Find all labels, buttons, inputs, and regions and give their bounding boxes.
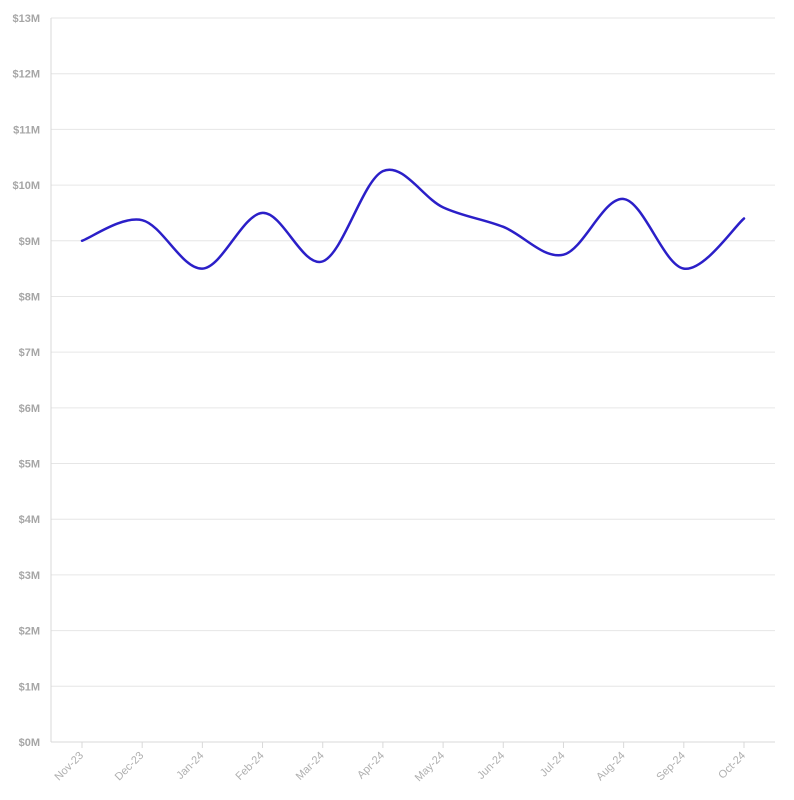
y-tick-label: $8M [19,291,40,303]
x-tick-label: May-24 [413,750,447,784]
x-tick-label: Jan-24 [174,750,206,782]
y-tick-label: $11M [13,124,40,136]
y-tick-label: $13M [12,13,40,25]
x-tick-label: Aug-24 [594,750,628,784]
y-tick-label: $2M [19,626,40,638]
x-tick-label: Jun-24 [475,750,507,782]
y-tick-label: $10M [12,180,40,192]
grid-layer [51,17,775,743]
x-tick-label: Nov-23 [53,750,87,784]
x-tick-label: Oct-24 [716,750,748,782]
y-tick-label: $9M [19,236,40,248]
label-layer: $0M $1M $2M $3M $4M $5M $6M $7M $8M $9M $10M $11M $1… [12,13,748,784]
y-tick-label: $0M [19,737,40,749]
x-tick-label: Dec-23 [113,750,147,784]
y-tick-label: $7M [19,347,40,359]
series-layer [80,168,746,270]
x-tick-label: Apr-24 [355,750,387,782]
axis-layer [50,18,745,748]
y-tick-label: $6M [19,403,40,415]
series-line [80,168,746,270]
y-tick-label: $5M [19,459,40,471]
x-tick-label: Mar-24 [294,750,327,783]
y-tick-label: $4M [19,514,40,526]
y-tick-label: $1M [19,681,40,693]
y-tick-label: $12M [12,69,40,81]
x-tick-label: Sep-24 [654,750,688,784]
x-tick-label: Feb-24 [234,750,267,783]
x-tick-label: Jul-24 [538,750,568,780]
y-tick-label: $3M [19,570,40,582]
